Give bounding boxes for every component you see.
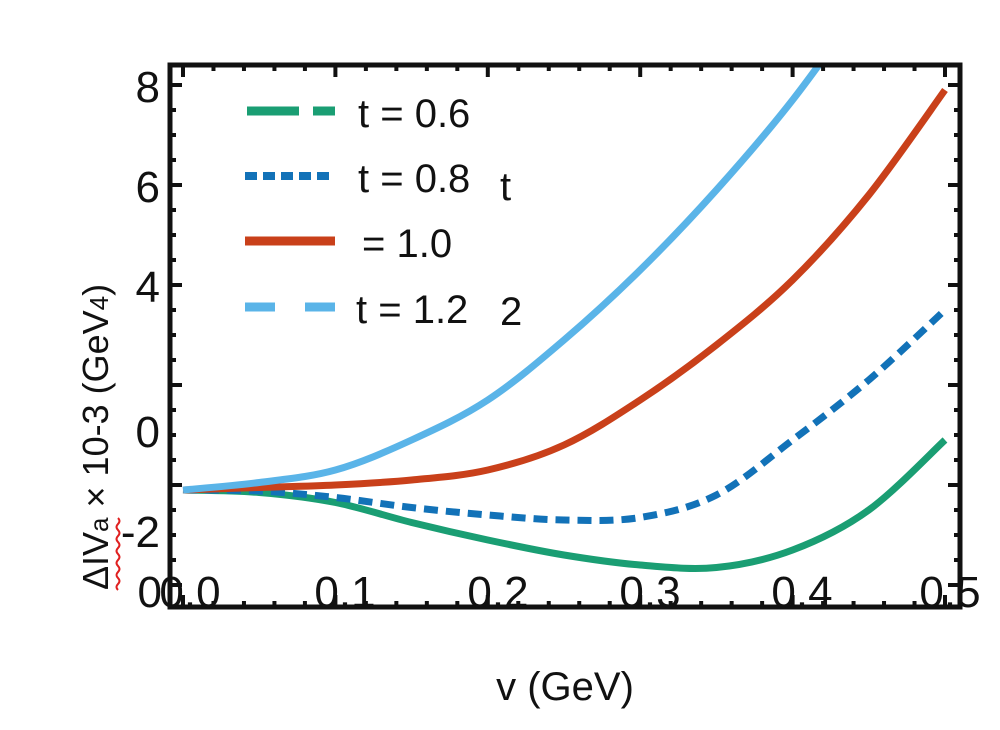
series-line-12 bbox=[182, 65, 824, 494]
y-tick-label: 6 bbox=[136, 163, 160, 212]
x-tick-label: 0.4 bbox=[771, 568, 832, 617]
x-tick-label: 0.3 bbox=[619, 568, 680, 617]
tick-marks bbox=[170, 65, 960, 607]
x-tick-label: 0.1 bbox=[314, 568, 375, 617]
y-tick-label: 0 bbox=[136, 408, 160, 457]
x-tick-label: 0.2 bbox=[467, 568, 528, 617]
y-tick-label: 8 bbox=[136, 63, 160, 112]
legend-label-t12: t = 1.2 bbox=[356, 288, 468, 332]
spellcheck-underline bbox=[115, 517, 121, 591]
y-label-end: ) bbox=[75, 284, 116, 296]
series-line-08 bbox=[182, 307, 948, 525]
y-tick-label: 4 bbox=[136, 263, 160, 312]
svg-text:ΔIVa × 10-3 (GeV4): ΔIVa × 10-3 (GeV4) bbox=[75, 284, 116, 590]
y-axis-label: ΔIVa × 10-3 (GeV4) bbox=[75, 284, 121, 591]
x-axis-label: v (GeV) bbox=[496, 665, 634, 709]
x-tick-label: 0.0 bbox=[159, 568, 220, 617]
y-label-main: ΔIV bbox=[75, 532, 116, 590]
legend-label-t08: t = 0.8 bbox=[358, 157, 470, 201]
y-tick-label: 0 bbox=[138, 568, 162, 617]
y-tick-label: -2 bbox=[121, 508, 160, 557]
series-line-10 bbox=[182, 87, 948, 494]
x-tick-label: 0.5 bbox=[919, 568, 980, 617]
legend: t = 0.6 t = 0.8 t = 1.0 t = 1.2 2 bbox=[245, 92, 522, 334]
legend-label-t06: t = 0.6 bbox=[358, 92, 470, 136]
legend-stray-t: t bbox=[500, 165, 511, 209]
legend-stray-2: 2 bbox=[500, 290, 522, 334]
y-label-sup: 4 bbox=[84, 296, 114, 310]
curves-group bbox=[182, 65, 948, 572]
series-line-06 bbox=[182, 437, 948, 572]
legend-label-t10: = 1.0 bbox=[362, 222, 452, 266]
y-label-sub: a bbox=[84, 517, 114, 532]
y-label-mid: × 10-3 (GeV bbox=[75, 310, 116, 517]
